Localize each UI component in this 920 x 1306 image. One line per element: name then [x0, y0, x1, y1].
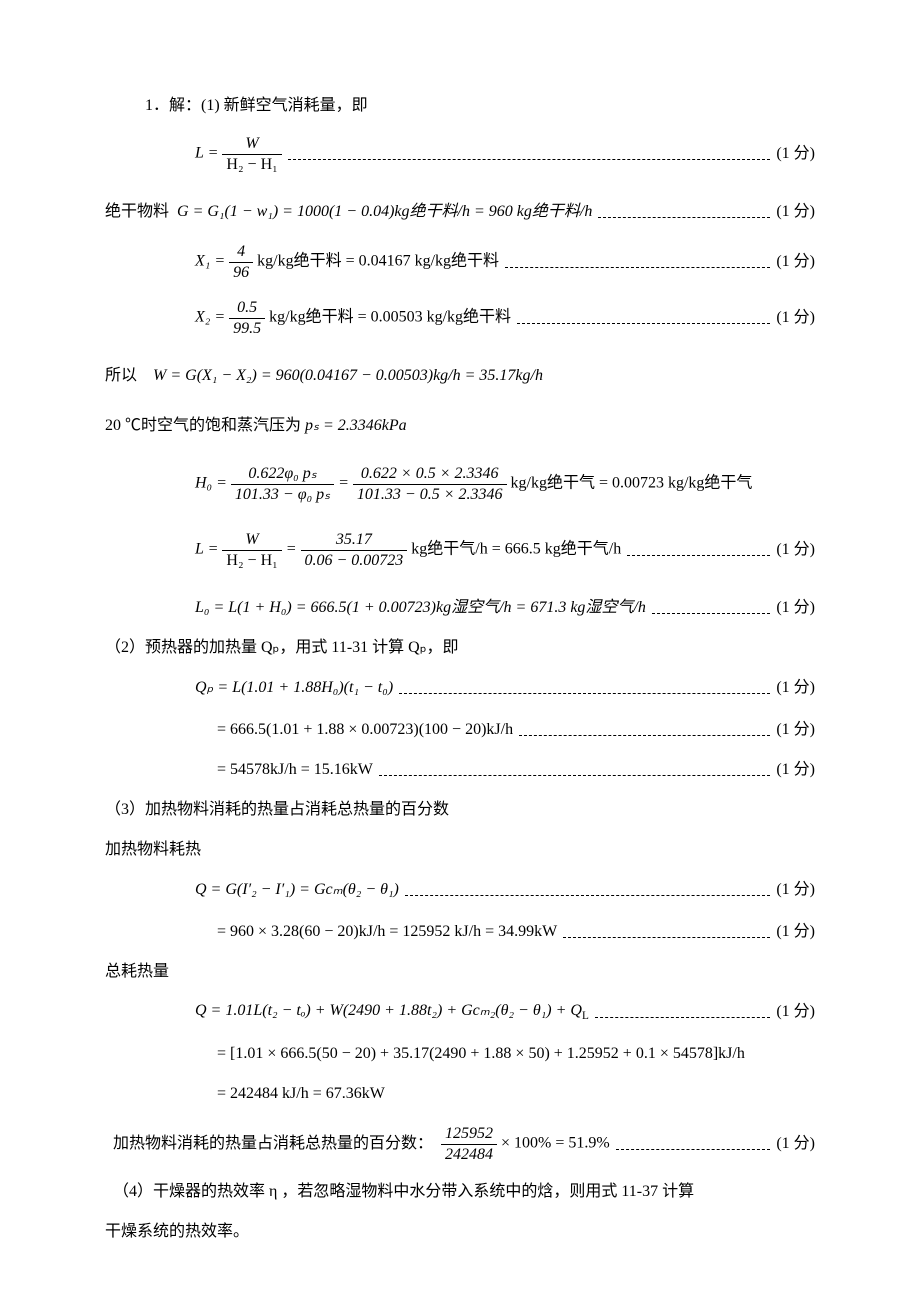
score-mark: (1 分) [776, 305, 815, 331]
equation-line-Q2: = 960 × 3.28(60 − 20)kJ/h = 125952 kJ/h … [105, 916, 815, 948]
dash-fill [616, 1138, 771, 1151]
eq-body: H₀ = 0.622φ₀ pₛ101.33 − φ₀ pₛ = 0.622 × … [195, 464, 752, 503]
equation-line-Qp: Qₚ = L(1.01 + 1.88H₀)(t₁ − t₀) (1 分) [105, 672, 815, 704]
label-text: 总耗热量 [105, 959, 169, 985]
section-3-heading: （3）加热物料消耗的热量占消耗总热量的百分数 [105, 794, 815, 826]
score-mark: (1 分) [776, 199, 815, 225]
label-text: 加热物料耗热 [105, 837, 201, 863]
heading-text: 干燥系统的热效率。 [105, 1219, 249, 1245]
text-line: 加热物料耗热 [105, 834, 815, 866]
heading-text: （3）加热物料消耗的热量占消耗总热量的百分数 [105, 797, 449, 823]
score-mark: (1 分) [776, 595, 815, 621]
text-line-ps: 20 ℃时空气的饱和蒸汽压为 pₛ = 2.3346kPa [105, 410, 815, 442]
equation-line-X1: X₁ = 496 kg/kg绝干料 = 0.04167 kg/kg绝干料 (1 … [105, 238, 815, 286]
equation-line-Q: Q = G(I′₂ − I′₁) = Gcₘ(θ₂ − θ₁) (1 分) [105, 874, 815, 906]
section-4-cont: 干燥系统的热效率。 [105, 1216, 815, 1248]
label-text: 绝干物料 [105, 199, 177, 225]
dash-fill [563, 926, 770, 939]
eq-body: G = G₁(1 − w₁) = 1000(1 − 0.04)kg绝干料/h =… [177, 199, 592, 225]
dash-fill [399, 682, 770, 695]
eq-body: pₛ = 2.3346kPa [305, 413, 407, 439]
dash-fill [517, 312, 770, 325]
eq-body: L₀ = L(1 + H₀) = 666.5(1 + 0.00723)kg湿空气… [195, 595, 646, 621]
score-mark: (1 分) [776, 919, 815, 945]
dash-fill [595, 1006, 771, 1019]
dash-fill [379, 764, 771, 777]
label-text: 20 ℃时空气的饱和蒸汽压为 [105, 413, 305, 439]
label-text: 加热物料消耗的热量占消耗总热量的百分数： [105, 1131, 441, 1157]
score-mark: (1 分) [776, 877, 815, 903]
dash-fill [627, 544, 770, 557]
score-mark: (1 分) [776, 1131, 815, 1157]
equation-line-L0: L₀ = L(1 + H₀) = 666.5(1 + 0.00723)kg湿空气… [105, 592, 815, 624]
eq-body: = 54578kJ/h = 15.16kW [217, 757, 373, 783]
equation-line-Qtotal3: = 242484 kJ/h = 67.36kW [105, 1078, 815, 1110]
score-mark: (1 分) [776, 141, 815, 167]
equation-line-Qp3: = 54578kJ/h = 15.16kW (1 分) [105, 754, 815, 786]
eq-body: = 242484 kJ/h = 67.36kW [217, 1081, 385, 1107]
equation-line-Qp2: = 666.5(1.01 + 1.88 × 0.00723)(100 − 20)… [105, 714, 815, 746]
heading-text: （2）预热器的加热量 Qₚ，用式 11-31 计算 Qₚ，即 [105, 635, 459, 661]
equation-line-W: 所以 W = G(X₁ − X₂) = 960(0.04167 − 0.0050… [105, 360, 815, 392]
score-mark: (1 分) [776, 757, 815, 783]
dash-fill [288, 148, 771, 161]
equation-line-L: L = WH₂ − H₁ (1 分) [105, 130, 815, 178]
section-2-heading: （2）预热器的加热量 Qₚ，用式 11-31 计算 Qₚ，即 [105, 632, 815, 664]
equation-line-G: 绝干物料 G = G₁(1 − w₁) = 1000(1 − 0.04)kg绝干… [105, 196, 815, 228]
eq-body: Q = 1.01L(t₂ − tₒ) + W(2490 + 1.88t₂) + … [195, 998, 589, 1026]
label-text: 所以 [105, 363, 153, 389]
equation-line-Qtotal: Q = 1.01L(t₂ − tₒ) + W(2490 + 1.88t₂) + … [105, 996, 815, 1028]
section-4-heading: （4）干燥器的热效率 η ，若忽略湿物料中水分带入系统中的焓，则用式 11-37… [105, 1176, 815, 1208]
eq-body: X₂ = 0.599.5 kg/kg绝干料 = 0.00503 kg/kg绝干料 [195, 298, 511, 337]
eq-body: = 666.5(1.01 + 1.88 × 0.00723)(100 − 20)… [217, 717, 513, 743]
score-mark: (1 分) [776, 249, 815, 275]
score-mark: (1 分) [776, 717, 815, 743]
score-mark: (1 分) [776, 675, 815, 701]
dash-fill [405, 884, 770, 897]
eq-body: W = G(X₁ − X₂) = 960(0.04167 − 0.00503)k… [153, 363, 543, 389]
eq-body: X₁ = 496 kg/kg绝干料 = 0.04167 kg/kg绝干料 [195, 242, 499, 281]
text-line: 总耗热量 [105, 956, 815, 988]
eq-body: Qₚ = L(1.01 + 1.88H₀)(t₁ − t₀) [195, 675, 393, 701]
eq-lhs: L = WH₂ − H₁ [195, 134, 282, 173]
dash-fill [505, 256, 770, 269]
score-mark: (1 分) [776, 537, 815, 563]
eq-body: = [1.01 × 666.5(50 − 20) + 35.17(2490 + … [217, 1041, 745, 1067]
dash-fill [652, 602, 770, 615]
equation-line-Qtotal2: = [1.01 × 666.5(50 − 20) + 35.17(2490 + … [105, 1038, 815, 1070]
equation-line-H0: H₀ = 0.622φ₀ pₛ101.33 − φ₀ pₛ = 0.622 × … [105, 460, 815, 508]
eq-body: = 960 × 3.28(60 − 20)kJ/h = 125952 kJ/h … [217, 919, 557, 945]
equation-line-X2: X₂ = 0.599.5 kg/kg绝干料 = 0.00503 kg/kg绝干料… [105, 294, 815, 342]
eq-body: Q = G(I′₂ − I′₁) = Gcₘ(θ₂ − θ₁) [195, 877, 399, 903]
equation-line-Lval: L = WH₂ − H₁ = 35.170.06 − 0.00723 kg绝干气… [105, 526, 815, 574]
dash-fill [598, 206, 770, 219]
eq-body: L = WH₂ − H₁ = 35.170.06 − 0.00723 kg绝干气… [195, 530, 621, 569]
eq-body: 125952242484 × 100% = 51.9% [441, 1124, 610, 1163]
heading-text: 1．解：(1) 新鲜空气消耗量，即 [145, 93, 368, 119]
dash-fill [519, 724, 770, 737]
problem-heading: 1．解：(1) 新鲜空气消耗量，即 [105, 90, 815, 122]
heading-text: （4）干燥器的热效率 η ，若忽略湿物料中水分带入系统中的焓，则用式 11-37… [105, 1179, 694, 1205]
score-mark: (1 分) [776, 999, 815, 1025]
equation-line-percent: 加热物料消耗的热量占消耗总热量的百分数： 125952242484 × 100%… [105, 1120, 815, 1168]
